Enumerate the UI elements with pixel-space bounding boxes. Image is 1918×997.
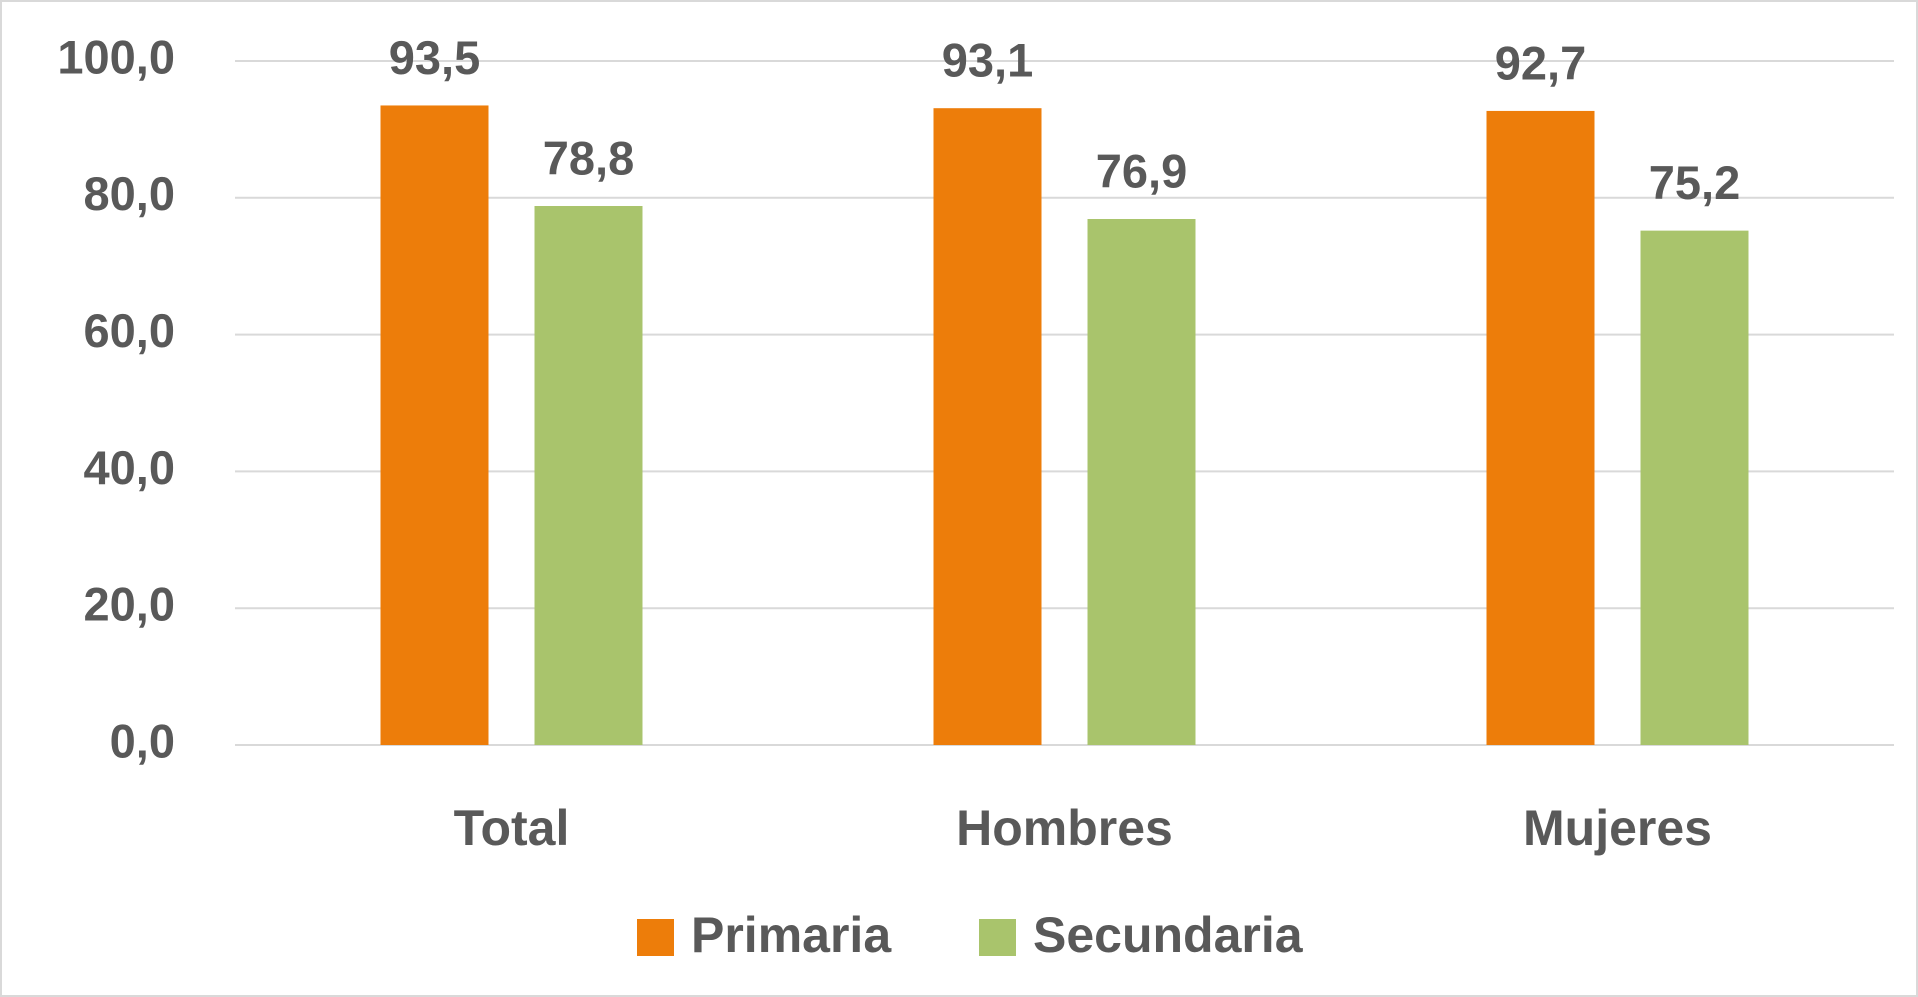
- y-tick-label: 100,0: [57, 30, 175, 83]
- x-tick-label: Total: [454, 800, 570, 856]
- bar: [1486, 110, 1595, 745]
- data-label: 76,9: [1096, 144, 1187, 197]
- bar: [1087, 219, 1196, 745]
- y-tick-label: 80,0: [84, 167, 175, 220]
- y-tick-label: 0,0: [110, 714, 175, 767]
- legend-label: Secundaria: [1033, 907, 1304, 963]
- data-label: 75,2: [1649, 156, 1740, 209]
- bar: [1640, 230, 1749, 745]
- x-tick-label: Hombres: [956, 800, 1173, 856]
- bar: [933, 108, 1042, 746]
- legend-swatch: [637, 919, 674, 956]
- legend-swatch: [979, 919, 1016, 956]
- y-tick-label: 60,0: [84, 304, 175, 357]
- data-label: 78,8: [543, 131, 634, 184]
- legend-label: Primaria: [691, 907, 892, 963]
- y-tick-label: 40,0: [84, 441, 175, 494]
- y-tick-label: 20,0: [84, 578, 175, 631]
- bar: [534, 206, 643, 745]
- bar: [380, 105, 489, 745]
- data-label: 93,5: [389, 31, 480, 84]
- data-label: 92,7: [1495, 36, 1586, 89]
- data-label: 93,1: [942, 34, 1033, 87]
- x-tick-label: Mujeres: [1523, 800, 1712, 856]
